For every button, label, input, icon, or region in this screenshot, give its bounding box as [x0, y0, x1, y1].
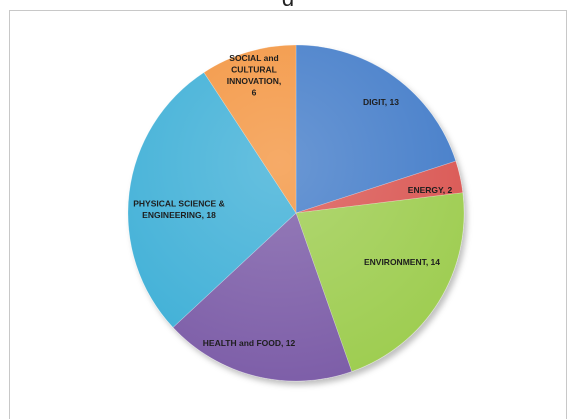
data-label-environment: ENVIRONMENT, 14 — [364, 257, 440, 267]
data-label-health-and-food: HEALTH and FOOD, 12 — [203, 338, 296, 348]
data-label-social-and-cultural-innovation: SOCIAL and CULTURAL INNOVATION, 6 — [227, 53, 281, 98]
data-label-physical-science-engineering: PHYSICAL SCIENCE & ENGINEERING, 18 — [133, 198, 224, 220]
chart-title-fragment: g — [0, 0, 576, 6]
data-label-energy: ENERGY, 2 — [408, 185, 453, 195]
data-label-digit: DIGIT, 13 — [363, 97, 399, 107]
